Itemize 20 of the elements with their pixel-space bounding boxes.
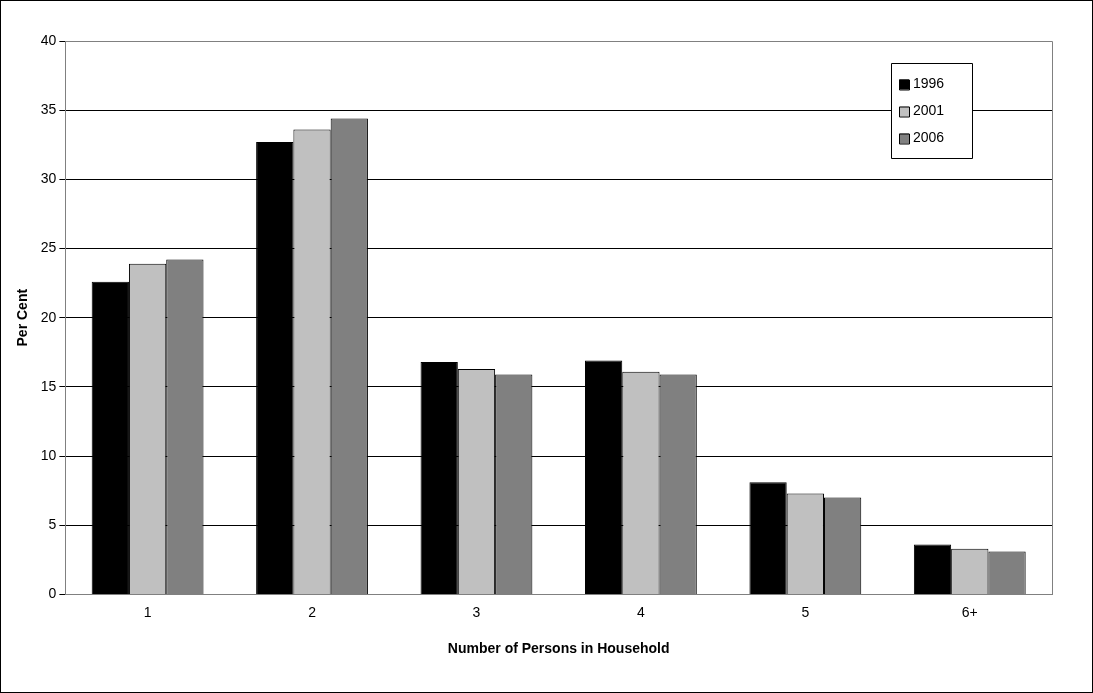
y-tick-label: 30 bbox=[40, 170, 57, 187]
y-tick-label: 0 bbox=[48, 585, 57, 602]
y-tick-label: 25 bbox=[40, 239, 57, 256]
x-axis-title: Number of Persons in Household bbox=[447, 640, 670, 657]
x-tick-label: 3 bbox=[472, 603, 481, 620]
y-tick-label: 10 bbox=[40, 446, 57, 463]
y-axis-title: Per Cent bbox=[14, 288, 31, 347]
x-tick-label: 6+ bbox=[961, 603, 978, 620]
x-tick-label: 4 bbox=[637, 603, 646, 620]
y-tick-label: 15 bbox=[40, 377, 57, 394]
legend-label: 1996 bbox=[913, 75, 945, 92]
x-tick-label: 2 bbox=[308, 603, 317, 620]
y-tick-label: 5 bbox=[48, 516, 57, 533]
legend-label: 2006 bbox=[913, 129, 945, 146]
x-tick-label: 5 bbox=[801, 603, 810, 620]
legend-label: 2001 bbox=[913, 102, 945, 119]
x-tick-label: 1 bbox=[143, 603, 152, 620]
y-tick-label: 20 bbox=[40, 308, 57, 325]
y-tick-label: 40 bbox=[40, 31, 57, 48]
y-tick-label: 35 bbox=[40, 101, 57, 118]
